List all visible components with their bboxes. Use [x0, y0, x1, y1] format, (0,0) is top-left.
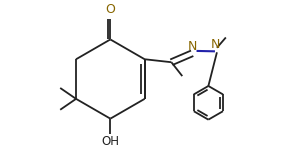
Text: N: N	[210, 38, 220, 51]
Text: O: O	[105, 3, 115, 16]
Text: OH: OH	[101, 135, 119, 148]
Text: N: N	[187, 40, 197, 53]
